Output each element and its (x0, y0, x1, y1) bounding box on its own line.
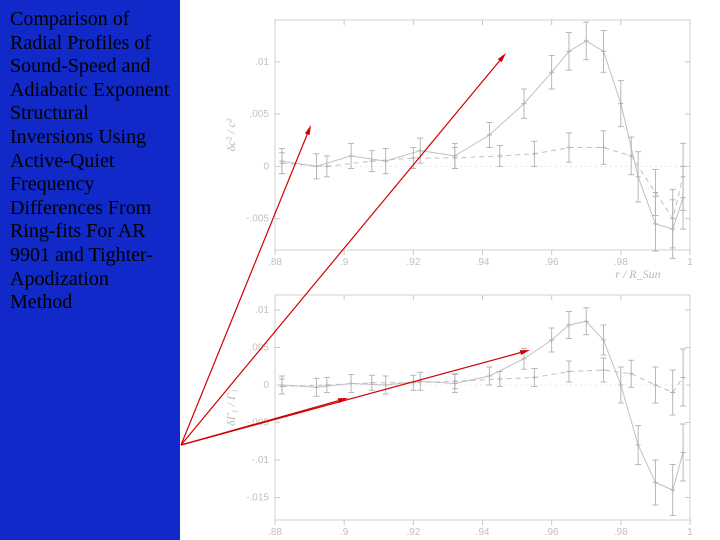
bottom-chart: .88.9.92.94.96.981-.015-.01-.0050.005.01… (224, 295, 693, 540)
chart-area: .88.9.92.94.96.981-.0050.005.01r / R_Sun… (180, 0, 720, 540)
top-chart: .88.9.92.94.96.981-.0050.005.01r / R_Sun… (224, 20, 693, 281)
y-tick-label: .005 (250, 343, 270, 354)
arrow-line (181, 401, 338, 445)
series-line-a (279, 22, 686, 258)
series-line-b (279, 349, 686, 415)
series-line-a (279, 308, 686, 516)
x-tick-label: .88 (268, 527, 282, 538)
x-tick-label: 1 (687, 527, 693, 538)
x-tick-label: .96 (545, 257, 559, 268)
x-tick-label: .9 (340, 527, 349, 538)
y-tick-label: -.015 (246, 493, 269, 504)
y-tick-label: -.005 (246, 214, 269, 225)
x-tick-label: .9 (340, 257, 349, 268)
charts-svg: .88.9.92.94.96.981-.0050.005.01r / R_Sun… (180, 0, 720, 540)
y-tick-label: 0 (263, 161, 269, 172)
arrow-line (181, 61, 500, 445)
y-tick-label: .01 (255, 305, 269, 316)
x-tick-label: .94 (476, 527, 490, 538)
series-line-b (279, 131, 686, 248)
x-tick-label: .92 (406, 527, 420, 538)
y-tick-label: .01 (255, 57, 269, 68)
y-tick-label: -.01 (252, 455, 270, 466)
x-tick-label: .92 (406, 257, 420, 268)
arrow-head (305, 125, 311, 135)
x-tick-label: 1 (687, 257, 693, 268)
y-axis-label: δc² / c² (224, 118, 238, 151)
annotation-arrows (181, 53, 530, 445)
series-line (282, 321, 683, 490)
y-tick-label: 0 (263, 380, 269, 391)
slide: Comparison of Radial Profiles of Sound-S… (0, 0, 720, 540)
x-tick-label: .94 (476, 257, 490, 268)
series-line (282, 41, 683, 229)
sidebar: Comparison of Radial Profiles of Sound-S… (0, 0, 180, 540)
y-axis-label: δΓ₁ / Γ₁ (224, 389, 238, 426)
x-axis-label: r / R_Sun (615, 267, 660, 281)
series-line (282, 370, 683, 393)
arrow-head (520, 350, 530, 355)
x-tick-label: .96 (545, 527, 559, 538)
y-tick-label: .005 (250, 109, 270, 120)
x-tick-label: .88 (268, 257, 282, 268)
arrow-line (181, 134, 307, 445)
sidebar-text: Comparison of Radial Profiles of Sound-S… (10, 8, 170, 315)
